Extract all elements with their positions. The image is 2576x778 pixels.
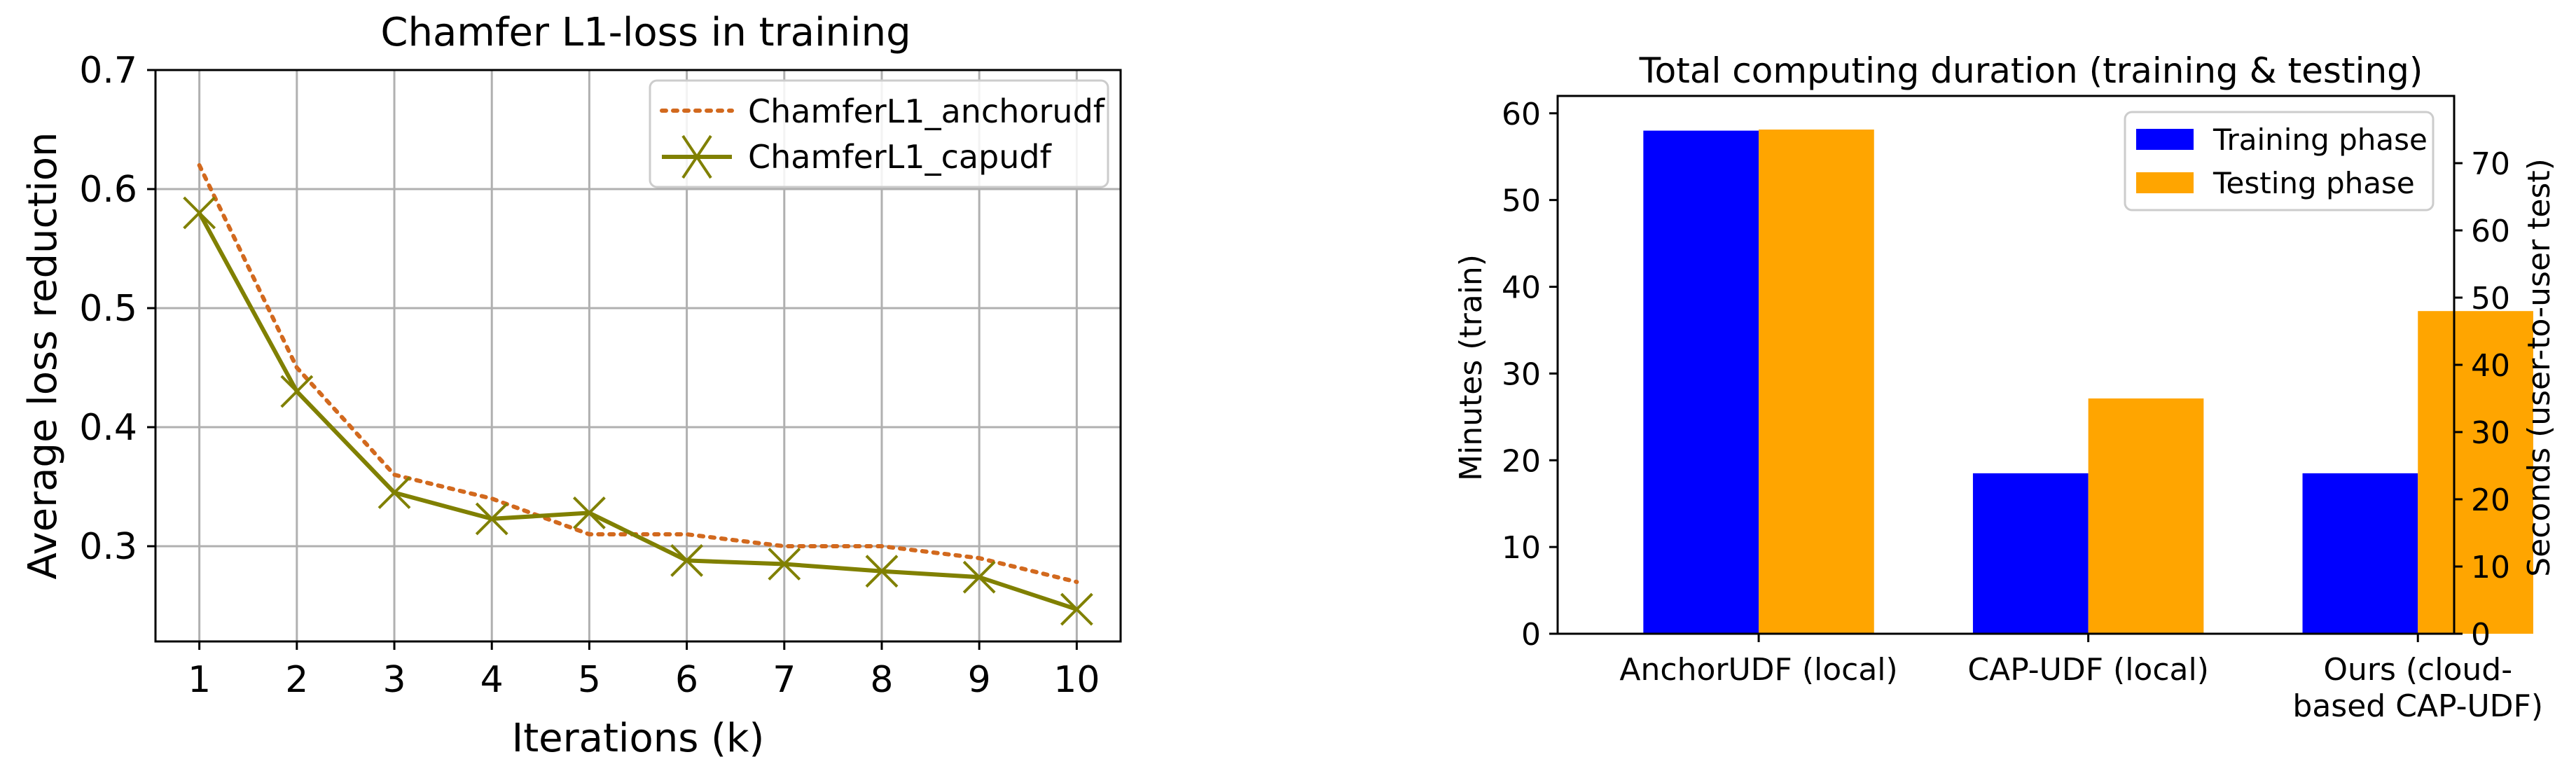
line-chart-y-tick-label: 0.5 (79, 288, 137, 330)
line-chart-x-tick-label: 2 (285, 659, 308, 701)
line-series-1-point (183, 196, 216, 230)
bar-chart-category-label: CAP-UDF (local) (1967, 652, 2209, 688)
bar-chart-right-tick-label: 40 (2471, 348, 2510, 384)
line-series-1-point (280, 375, 314, 408)
line-chart-y-tick-label: 0.4 (79, 407, 137, 449)
line-chart-x-tick-label: 6 (675, 659, 698, 701)
bar-chart-right-tick-label: 10 (2471, 550, 2510, 585)
line-chart-x-axis-label: Iterations (k) (512, 716, 765, 761)
line-chart-y-axis-label: Average loss reduction (20, 132, 66, 579)
bar-chart-left-tick-label: 20 (1502, 443, 1541, 479)
line-series-0 (197, 163, 1079, 584)
bar-training (2302, 473, 2418, 634)
bar-chart-x-ticks: AnchorUDF (local) CAP-UDF (local) Ours (cl… (1619, 634, 2543, 724)
bar-chart-category-label: Ours (cloud- (2323, 652, 2512, 688)
bar-chart-right-tick-label: 70 (2471, 146, 2510, 182)
bar-chart: Total computing duration (training & tes… (1453, 50, 2557, 724)
bar-chart-left-y-axis-label: Minutes (train) (1453, 254, 1489, 481)
line-chart-x-tick-label: 10 (1053, 659, 1100, 701)
line-chart-series (183, 163, 1093, 626)
line-chart: Chamfer L1-loss in training 1 2 3 4 5 6 7 8 9 10 … (20, 10, 1122, 761)
bar-chart-legend: Training phase Testing phase (2124, 111, 2435, 211)
line-series-1-point (378, 476, 411, 509)
bar-chart-right-tick-label: 30 (2471, 415, 2510, 451)
legend-label-capudf: ChamferL1_capudf (748, 138, 1053, 176)
line-chart-y-tick-label: 0.3 (79, 526, 137, 568)
bar-chart-category-label: AnchorUDF (local) (1619, 652, 1897, 688)
line-series-1-point (572, 496, 606, 529)
legend-label-training: Training phase (2213, 123, 2428, 157)
line-series-1-point (962, 560, 996, 594)
line-chart-x-tick-label: 5 (578, 659, 601, 701)
line-series-1 (198, 211, 1078, 611)
bar-chart-right-y-axis-label: Seconds (user-to-user test) (2521, 158, 2557, 577)
line-chart-title: Chamfer L1-loss in training (380, 10, 910, 55)
line-series-1-point (865, 555, 899, 588)
bar-chart-right-tick-label: 60 (2471, 214, 2510, 249)
bar-chart-right-tick-label: 0 (2471, 617, 2491, 653)
bar-chart-left-tick-label: 0 (1521, 617, 1541, 653)
line-chart-legend-box (649, 79, 1109, 188)
legend-label-anchorudf: ChamferL1_anchorudf (748, 92, 1106, 130)
line-chart-x-tick-label: 4 (480, 659, 504, 701)
line-series-1-point (1060, 592, 1093, 626)
bar-chart-left-tick-label: 50 (1502, 183, 1541, 219)
bar-chart-right-tick-label: 50 (2471, 281, 2510, 317)
bar-chart-left-tick-label: 40 (1502, 270, 1541, 306)
bar-chart-title: Total computing duration (training & tes… (1639, 50, 2423, 91)
line-series-1-point (475, 502, 508, 536)
bar-chart-left-tick-label: 30 (1502, 356, 1541, 392)
line-chart-x-tick-label: 9 (968, 659, 991, 701)
bar-testing (2418, 311, 2533, 634)
line-chart-y-ticks: 0.3 0.4 0.5 0.6 0.7 (79, 50, 155, 568)
line-chart-x-tick-label: 7 (773, 659, 796, 701)
line-chart-x-ticks: 1 2 3 4 5 6 7 8 9 10 (188, 641, 1100, 701)
bar-chart-left-y-ticks: 0 10 20 30 40 50 60 (1502, 97, 1558, 653)
legend-swatch-training (2136, 129, 2194, 150)
legend-label-testing: Testing phase (2213, 166, 2415, 200)
bar-testing (1759, 130, 1874, 634)
line-series-1-point (670, 543, 704, 577)
bar-training (1972, 473, 2089, 634)
line-chart-plot-frame (154, 69, 1122, 643)
line-chart-x-tick-label: 8 (870, 659, 893, 701)
line-chart-x-tick-label: 1 (188, 659, 211, 701)
bar-chart-right-y-ticks: 0 10 20 30 40 50 60 70 (2454, 146, 2510, 653)
line-chart-legend: ChamferL1_anchorudf ChamferL1_capudf (649, 79, 1109, 188)
bar-testing (2088, 398, 2204, 634)
bar-chart-legend-box (2124, 111, 2435, 211)
line-chart-x-tick-label: 3 (382, 659, 406, 701)
bar-training (1643, 130, 1759, 634)
bar-chart-right-tick-label: 20 (2471, 482, 2510, 518)
line-chart-y-tick-label: 0.6 (79, 169, 137, 211)
bar-chart-left-tick-label: 60 (1502, 97, 1541, 132)
bar-chart-left-tick-label: 10 (1502, 530, 1541, 566)
line-chart-y-tick-label: 0.7 (79, 50, 137, 92)
legend-marker-capudf (681, 134, 712, 179)
bar-chart-category-label: based CAP-UDF) (2292, 688, 2543, 724)
line-series-1-point (768, 548, 801, 581)
bar-chart-bars (1643, 130, 2533, 634)
legend-swatch-testing (2136, 172, 2194, 193)
